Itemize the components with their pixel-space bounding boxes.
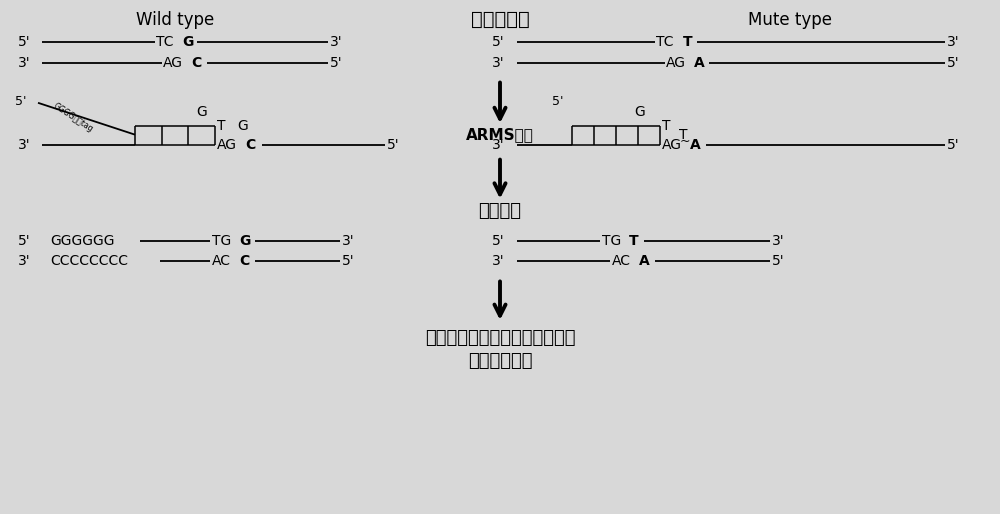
Text: 5': 5' <box>387 138 400 152</box>
Text: GGGG重复tag: GGGG重复tag <box>51 101 95 133</box>
Text: 5': 5' <box>492 35 505 49</box>
Text: AG: AG <box>662 138 682 152</box>
Text: 5': 5' <box>18 35 31 49</box>
Text: Mute type: Mute type <box>748 10 832 29</box>
Text: 3': 3' <box>492 138 505 152</box>
Text: TC: TC <box>656 35 674 49</box>
Text: T: T <box>217 119 226 133</box>
Text: C: C <box>239 254 249 268</box>
Text: 5': 5' <box>552 95 564 108</box>
Text: 5': 5' <box>15 95 26 108</box>
Text: 3': 3' <box>342 233 355 248</box>
Text: 根据两个目的片段的燕解曲线分: 根据两个目的片段的燕解曲线分 <box>425 329 575 347</box>
Text: 5': 5' <box>492 233 505 248</box>
Text: 目的片段: 目的片段 <box>479 201 522 220</box>
Text: G: G <box>239 233 250 248</box>
Text: 5': 5' <box>772 254 785 268</box>
Text: C: C <box>191 56 201 70</box>
Text: T: T <box>679 127 688 142</box>
Text: 3': 3' <box>18 138 31 152</box>
Text: GGGGGG: GGGGGG <box>50 233 114 248</box>
Text: AG: AG <box>163 56 183 70</box>
Text: T: T <box>629 233 639 248</box>
Text: CCCCCCCC: CCCCCCCC <box>50 254 128 268</box>
Text: G: G <box>635 105 645 119</box>
Text: 析，进行分型: 析，进行分型 <box>468 352 532 370</box>
Text: 3': 3' <box>772 233 785 248</box>
Text: T: T <box>683 35 693 49</box>
Text: 3': 3' <box>330 35 343 49</box>
Text: 3': 3' <box>947 35 960 49</box>
Text: ARMS扩增: ARMS扩增 <box>466 127 534 142</box>
Text: ~: ~ <box>680 135 690 149</box>
Text: AG: AG <box>217 138 237 152</box>
Text: AG: AG <box>666 56 686 70</box>
Text: TC: TC <box>156 35 174 49</box>
Text: T: T <box>662 119 670 133</box>
Text: 3': 3' <box>492 254 505 268</box>
Text: G: G <box>197 105 207 119</box>
Text: 5': 5' <box>18 233 31 248</box>
Text: TG: TG <box>212 233 231 248</box>
Text: 3': 3' <box>492 56 505 70</box>
Text: A: A <box>694 56 705 70</box>
Text: 5': 5' <box>330 56 343 70</box>
Text: A: A <box>690 138 701 152</box>
Text: 5': 5' <box>947 138 960 152</box>
Text: C: C <box>245 138 255 152</box>
Text: 基因组模板: 基因组模板 <box>471 10 529 29</box>
Text: G: G <box>182 35 193 49</box>
Text: AC: AC <box>212 254 231 268</box>
Text: 3': 3' <box>18 56 31 70</box>
Text: 5': 5' <box>342 254 355 268</box>
Text: G: G <box>237 119 248 133</box>
Text: 5': 5' <box>947 56 960 70</box>
Text: A: A <box>639 254 650 268</box>
Text: AC: AC <box>612 254 631 268</box>
Text: Wild type: Wild type <box>136 10 214 29</box>
Text: TG: TG <box>602 233 621 248</box>
Text: 3': 3' <box>18 254 31 268</box>
